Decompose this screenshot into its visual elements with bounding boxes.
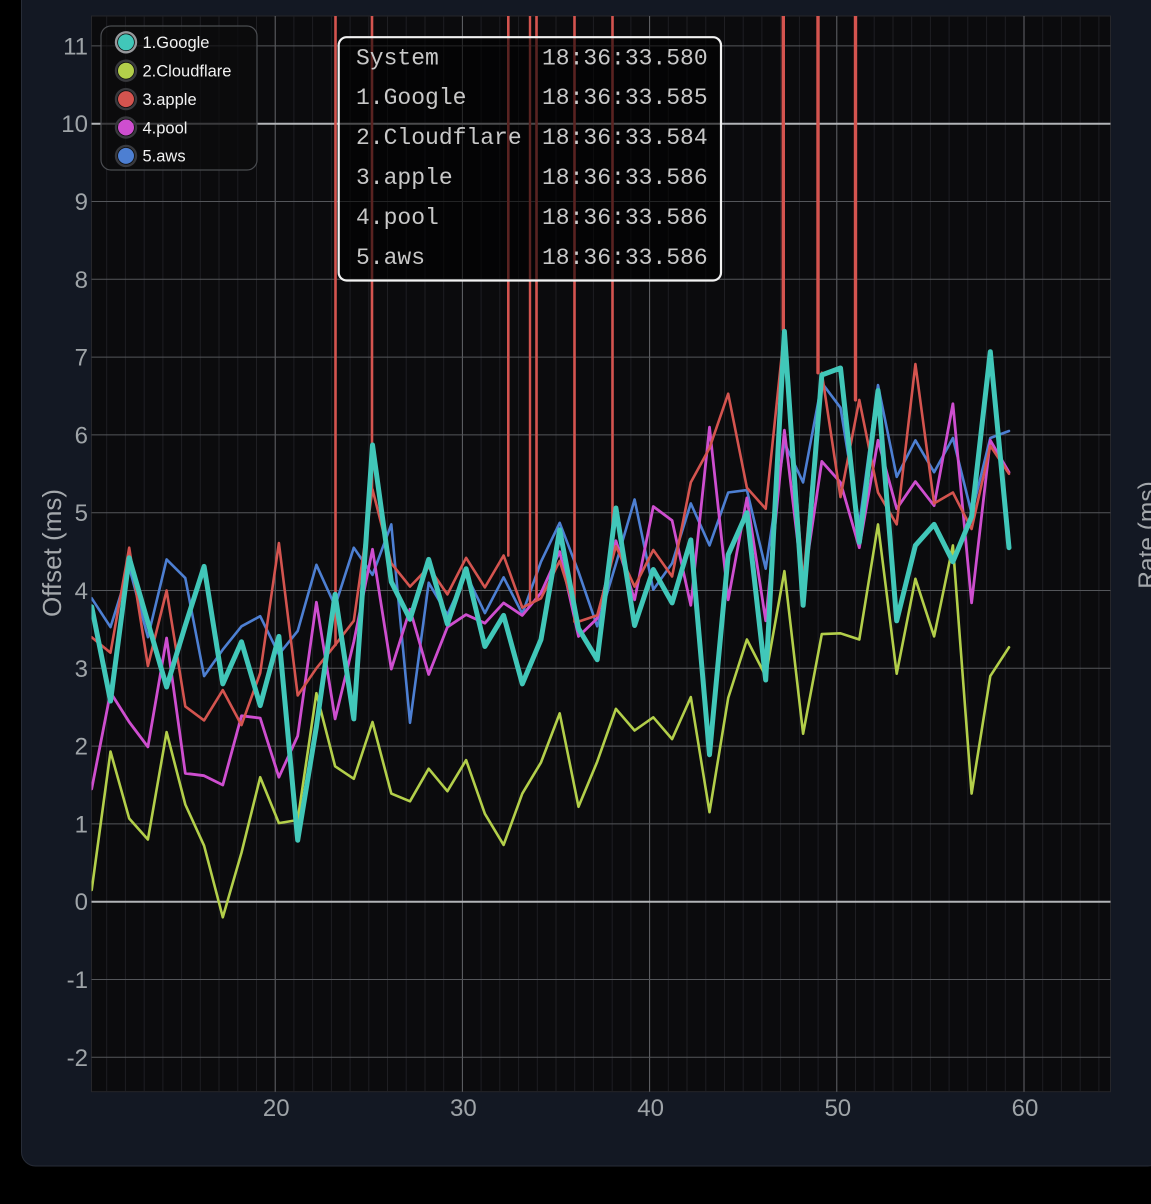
svg-text:11: 11 xyxy=(63,33,88,60)
svg-text:7: 7 xyxy=(75,345,88,372)
svg-text:5.aws: 5.aws xyxy=(356,245,425,271)
svg-text:40: 40 xyxy=(637,1095,664,1122)
svg-text:3.apple: 3.apple xyxy=(143,91,197,109)
svg-text:60: 60 xyxy=(1012,1095,1039,1122)
svg-text:-2: -2 xyxy=(67,1045,88,1072)
svg-text:9: 9 xyxy=(75,189,88,216)
svg-text:18:36:33.586: 18:36:33.586 xyxy=(542,165,708,191)
svg-text:2.Cloudflare: 2.Cloudflare xyxy=(143,63,232,81)
svg-text:1: 1 xyxy=(75,811,88,838)
svg-text:30: 30 xyxy=(450,1095,477,1122)
svg-text:2.Cloudflare: 2.Cloudflare xyxy=(356,125,522,151)
svg-text:4.pool: 4.pool xyxy=(356,205,439,231)
svg-text:8: 8 xyxy=(75,267,88,294)
svg-text:20: 20 xyxy=(263,1095,290,1122)
svg-text:3: 3 xyxy=(75,656,88,683)
svg-text:System: System xyxy=(356,45,439,71)
svg-text:4.pool: 4.pool xyxy=(143,119,188,137)
svg-text:0: 0 xyxy=(75,889,88,916)
svg-text:50: 50 xyxy=(824,1095,851,1122)
svg-text:5: 5 xyxy=(75,500,88,527)
svg-text:3.apple: 3.apple xyxy=(356,165,453,191)
svg-text:18:36:33.584: 18:36:33.584 xyxy=(542,125,708,151)
svg-text:Offset (ms): Offset (ms) xyxy=(37,489,67,617)
svg-text:-1: -1 xyxy=(67,967,88,994)
svg-text:1.Google: 1.Google xyxy=(356,85,466,111)
svg-text:4: 4 xyxy=(75,578,88,605)
svg-text:Rate (ms): Rate (ms) xyxy=(1134,481,1151,589)
svg-text:18:36:33.586: 18:36:33.586 xyxy=(542,205,708,231)
svg-text:5.aws: 5.aws xyxy=(143,148,186,166)
svg-text:18:36:33.586: 18:36:33.586 xyxy=(542,245,708,271)
svg-text:10: 10 xyxy=(61,111,88,138)
svg-text:2: 2 xyxy=(75,734,88,761)
svg-text:1.Google: 1.Google xyxy=(143,34,210,52)
svg-text:18:36:33.585: 18:36:33.585 xyxy=(542,85,708,111)
svg-text:18:36:33.580: 18:36:33.580 xyxy=(542,45,708,71)
svg-text:6: 6 xyxy=(75,422,88,449)
